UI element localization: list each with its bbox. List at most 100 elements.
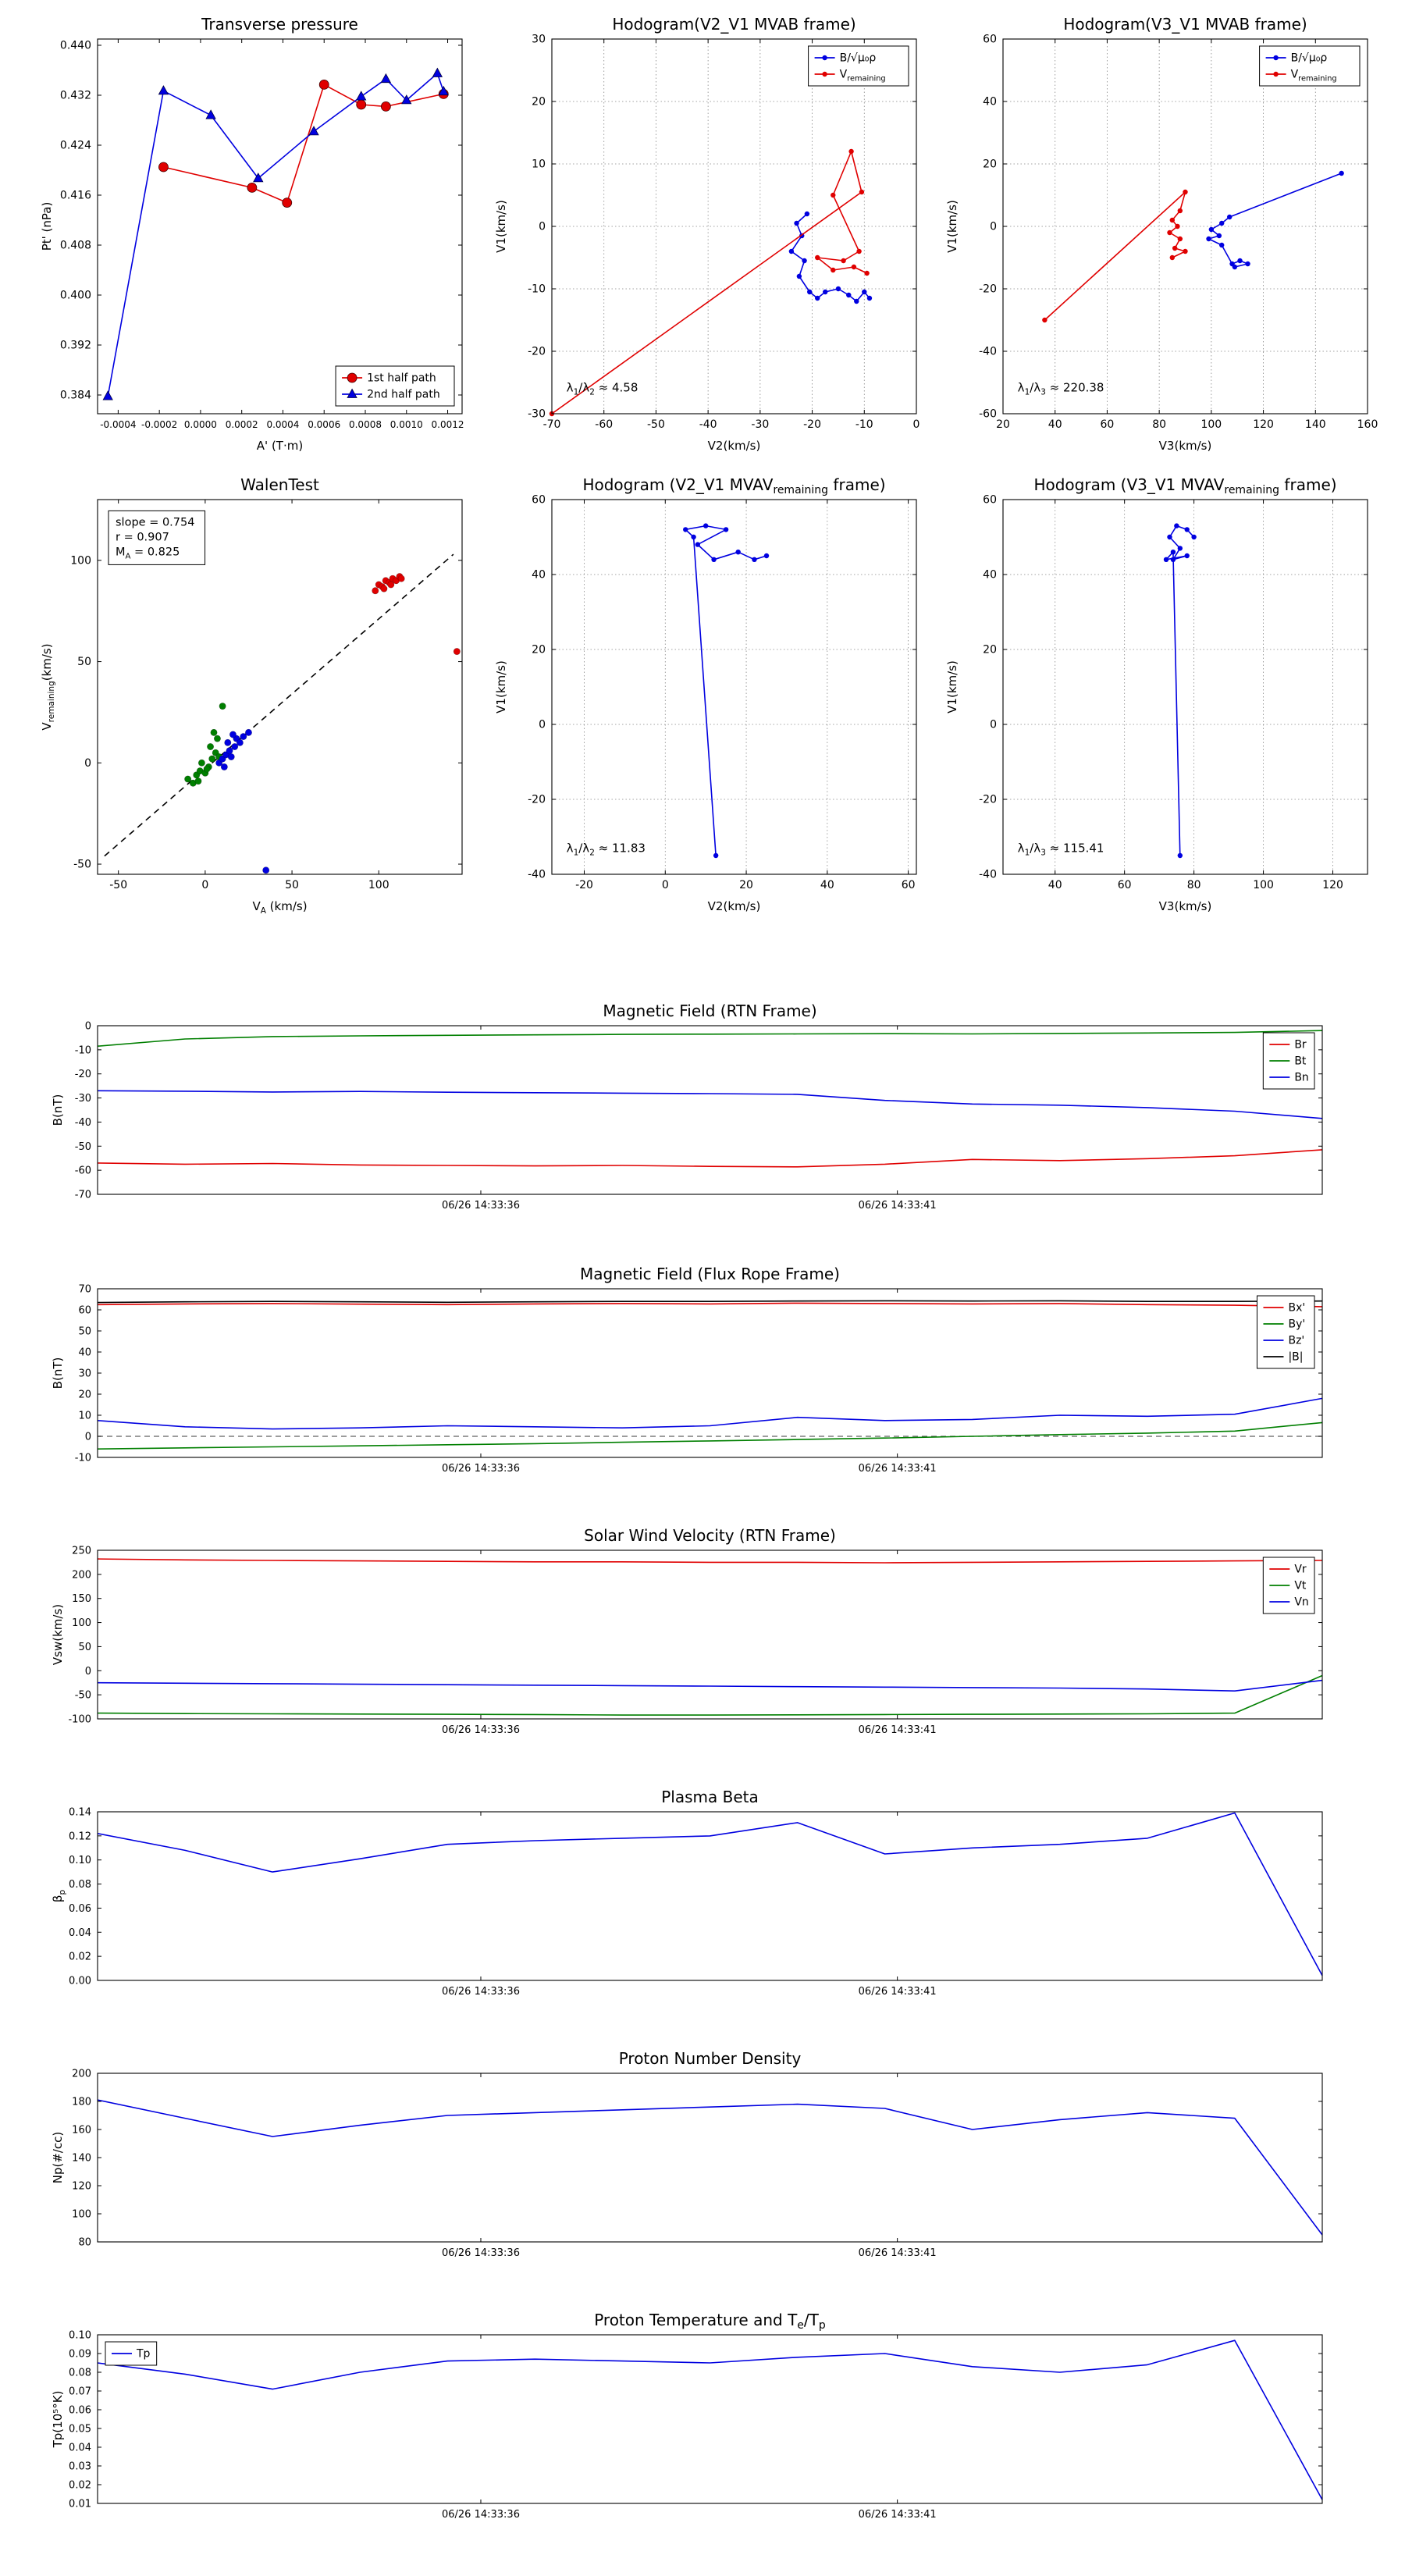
plot-area [98,1289,1322,1457]
y-tick-label: 70 [78,1284,91,1296]
svg-text:MA = 0.825: MA = 0.825 [116,546,180,560]
x-axis-label: V3(km/s) [1159,439,1212,453]
y-tick-label: -10 [75,1044,91,1056]
y-tick-label: 0.440 [60,40,91,52]
y-tick-label: 0.408 [60,240,91,252]
y-tick-label: 140 [72,2153,91,2165]
y-tick-label: 100 [72,1617,91,1629]
series-bt [97,1030,1323,1047]
series-bx- [97,1302,1323,1308]
y-tick-label: 0 [990,221,997,233]
chart-solar-wind-velocity: 06/26 14:33:36 06/26 14:33:41 -100 -50 0 50 10… [47,1524,1335,1742]
y-tick-label: 0 [85,1432,91,1443]
legend-label: Vremaining [840,69,886,84]
axes-frame [97,499,463,875]
plot-area [1003,500,1368,874]
y-tick-label: 60 [532,494,546,507]
series-v-remaining [1042,189,1188,323]
y-tick-label: 0 [539,719,546,731]
axes-frame [1002,499,1368,875]
annotation: λ1/λ3 ≈ 115.41 [1018,841,1104,857]
y-tick-label: 0.07 [69,2386,91,2398]
series-1st-half-path [158,80,449,208]
legend-label: Bn [1294,1072,1308,1084]
y-tick-label: -20 [75,1069,91,1080]
y-tick-label: 0 [85,1666,91,1678]
y-tick-label: 100 [72,2209,91,2221]
y-tick-label: 0.12 [69,1831,91,1842]
series-group [97,1300,1323,1450]
plot-area [98,1812,1322,1980]
y-axis-label: Np(#/cc) [51,2132,65,2184]
plot-area [98,1026,1322,1194]
y-tick-label: -40 [979,869,997,881]
x-tick-label: -30 [751,418,769,431]
y-tick-label: 0 [990,719,997,731]
y-tick-label: 80 [78,2237,91,2249]
chart-proton-temperature: 06/26 14:33:36 06/26 14:33:41 0.01 0.02 0.03… [47,2308,1335,2527]
y-tick-label: -20 [979,794,997,806]
x-tick-label: -20 [803,418,821,431]
x-tick-label: 06/26 14:33:36 [442,2509,520,2521]
y-tick-label: 20 [983,158,997,171]
series-blue-points [215,728,270,874]
y-tick-label: -60 [979,408,997,421]
axis-ticks: 20 40 60 80 100 120 140 160 -60 -40 -20 0 20 40 60 [979,34,1378,432]
transverse-pressure-svg: -0.0004 -0.0002 0.0000 0.0002 0.0004 0.0006 0.… [40,15,464,453]
y-tick-label: 10 [532,158,546,171]
y-tick-label: -20 [528,346,546,358]
x-tick-label: 40 [1048,418,1062,431]
axis-ticks: 06/26 14:33:36 06/26 14:33:41 -100 -50 0 50 10… [68,1546,1322,1736]
proton-temp-svg: 06/26 14:33:36 06/26 14:33:41 0.01 0.02 0.03… [51,2311,1323,2521]
y-tick-label: 0.10 [69,2330,91,2342]
chart-transverse-pressure: -0.0004 -0.0002 0.0000 0.0002 0.0004 0.0006 0.… [23,6,476,459]
y-tick-label: -60 [75,1165,91,1177]
legend: B/√μ₀ρ Vremaining [808,45,909,87]
series-bn [97,1090,1323,1119]
legend: Br Bt Bn [1262,1032,1315,1090]
y-tick-label: 200 [72,2069,91,2080]
x-tick-label: 0.0002 [226,419,258,430]
x-tick-label: 0.0010 [390,419,423,430]
y-tick-label: 10 [78,1411,91,1422]
series-vn [97,1679,1323,1692]
y-tick-label: 0 [85,1021,91,1033]
series-red-points [372,573,461,656]
chart-title: WalenTest [240,475,319,494]
x-tick-label: 50 [285,879,299,891]
y-tick-label: 60 [983,34,997,46]
x-tick-label: 06/26 14:33:41 [859,2509,937,2521]
annotation: slope = 0.754 r = 0.907 MA = 0.825 [108,510,206,565]
x-tick-label: 06/26 14:33:36 [442,1200,520,1212]
chart-title: Hodogram (V2_V1 MVAVremaining frame) [582,475,885,496]
x-tick-label: 0 [913,418,920,431]
svg-text:λ1/λ3 ≈ 115.41: λ1/λ3 ≈ 115.41 [1018,841,1104,857]
y-tick-label: 60 [983,494,997,507]
x-axis-label: V3(km/s) [1159,899,1212,913]
x-tick-label: 60 [1118,879,1132,891]
plasma-beta-svg: 06/26 14:33:36 06/26 14:33:41 0.00 0.02 0.04… [51,1788,1323,1998]
chart-title: Proton Temperature and Te/Tp [594,2311,826,2332]
hodogram-v2v1-mvab-svg: -70 -60 -50 -40 -30 -20 -10 0 -30 -20 -10 0 10 20 30 Ho… [494,15,919,453]
y-tick-label: 0.09 [69,2349,91,2361]
y-tick-label: 50 [77,656,91,668]
x-tick-label: 40 [1048,879,1062,891]
series-group [104,553,461,874]
legend: Bx' By' Bz' |B| [1256,1295,1315,1369]
y-axis-label: Vremaining(km/s) [40,643,56,730]
series--b- [97,1300,1323,1304]
x-tick-label: 0.0000 [184,419,217,430]
chart-title: Plasma Beta [661,1788,759,1806]
chart-plasma-beta: 06/26 14:33:36 06/26 14:33:41 0.00 0.02 0.04… [47,1785,1335,2004]
y-tick-label: -20 [528,794,546,806]
series-b-sqrt-mu0-rho- [1206,170,1344,270]
x-tick-label: 0.0012 [432,419,464,430]
axis-ticks: 06/26 14:33:36 06/26 14:33:41 -70 -60 -50 -40… [75,1021,1322,1212]
legend-label: Tp [136,2348,151,2361]
y-tick-label: -40 [528,869,546,881]
legend-label: By' [1288,1318,1305,1331]
axis-ticks: -70 -60 -50 -40 -30 -20 -10 0 -30 -20 -10 0 10 20 30 [528,34,919,432]
x-axis-label: V2(km/s) [708,439,761,453]
y-tick-label: -40 [75,1117,91,1129]
x-tick-label: 120 [1253,418,1274,431]
